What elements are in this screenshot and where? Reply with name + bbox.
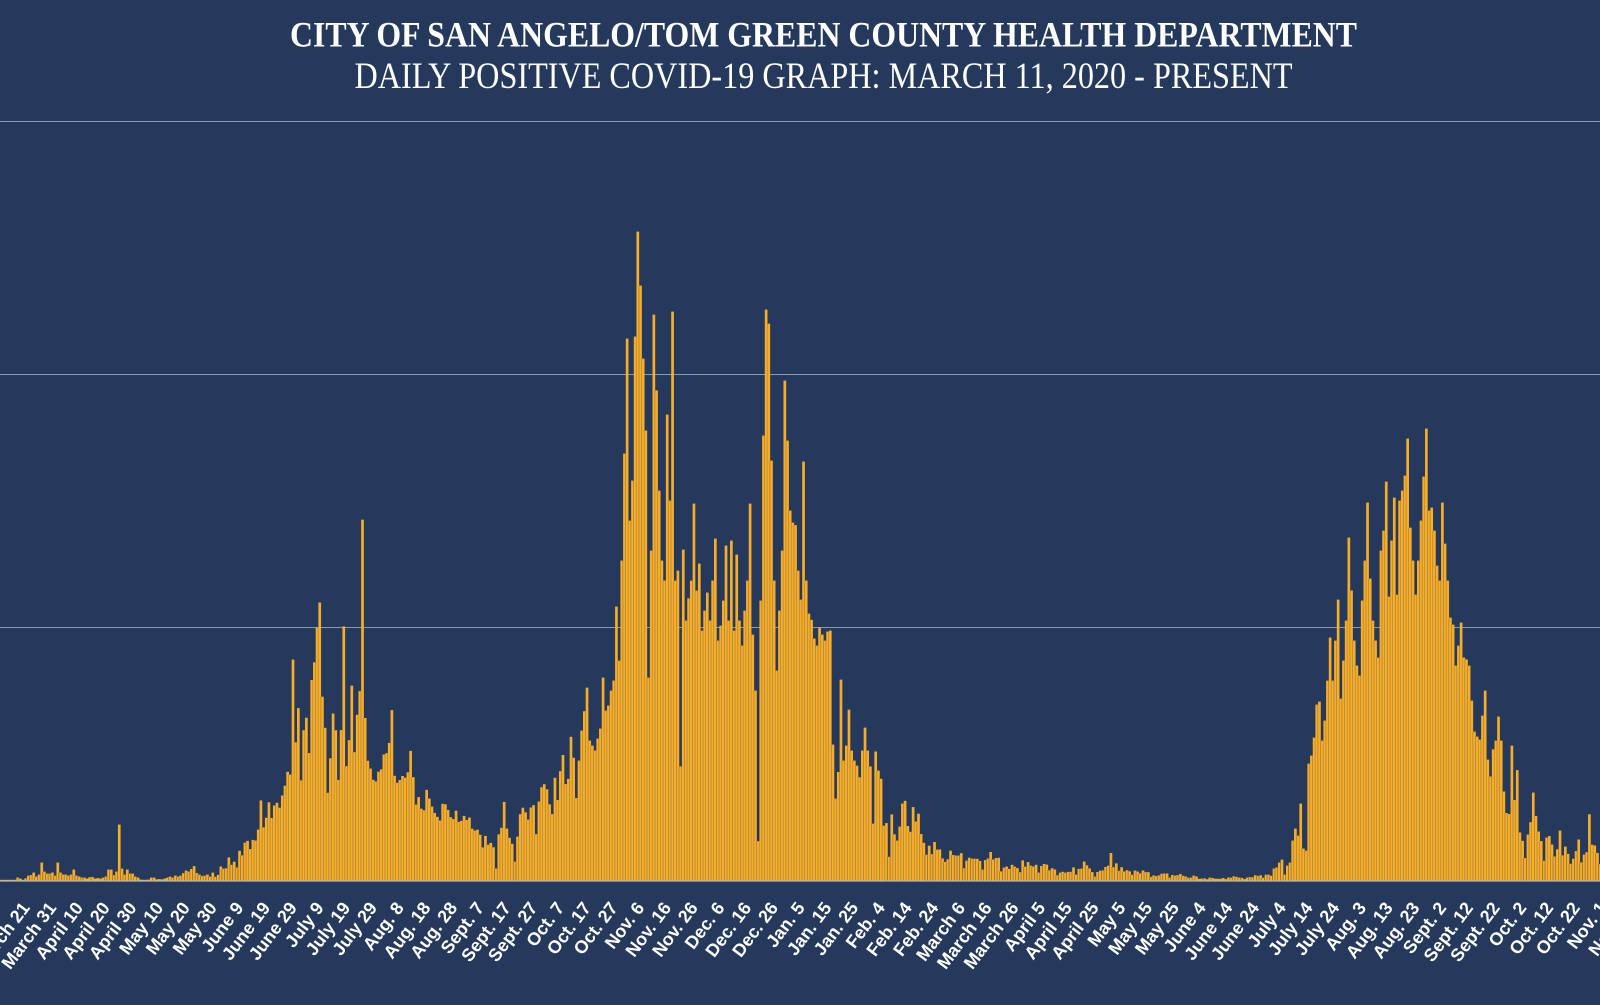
svg-text:CITY OF SAN ANGELO/TOM GREEN C: CITY OF SAN ANGELO/TOM GREEN COUNTY HEAL…	[290, 14, 1357, 54]
svg-text:DAILY POSITIVE COVID-19 GRAPH:: DAILY POSITIVE COVID-19 GRAPH: MARCH 11,…	[355, 56, 1293, 97]
